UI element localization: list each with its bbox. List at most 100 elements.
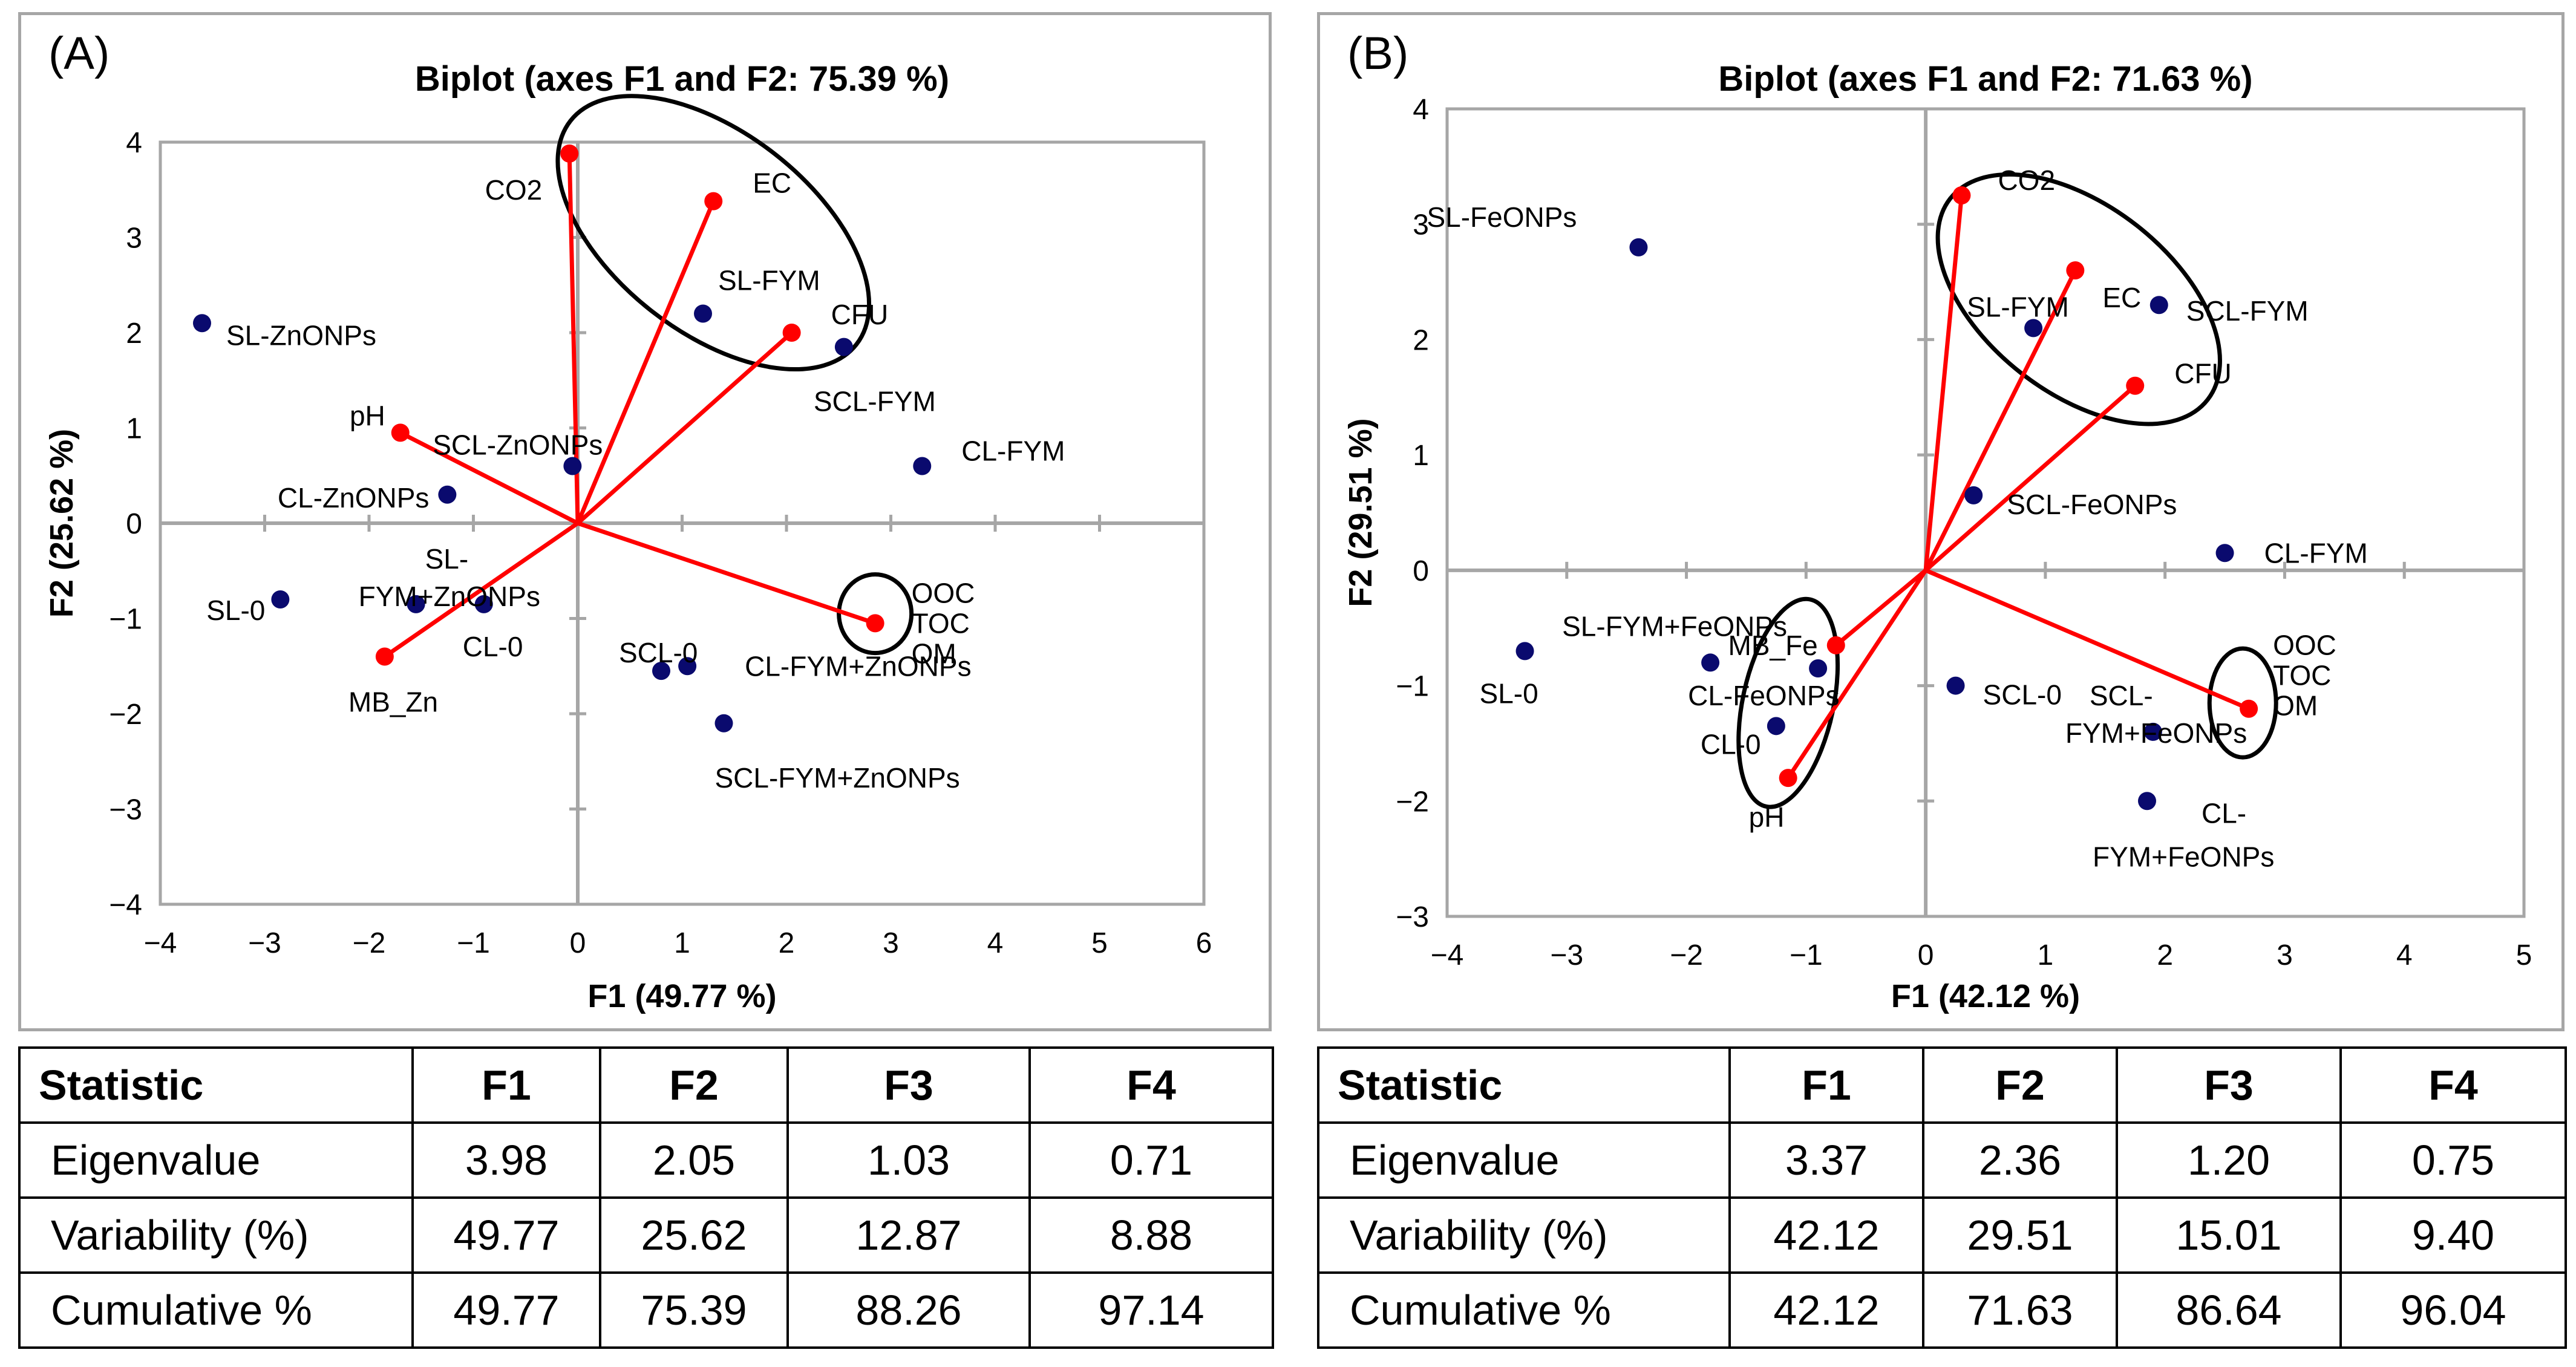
observation-label: CL-FYM — [2264, 537, 2368, 569]
variable-label: MB_Fe — [1728, 630, 1818, 661]
observation-label: SCL-ZnONPs — [433, 429, 603, 461]
stats-cell: 2.05 — [599, 1121, 789, 1199]
variable-vector — [1786, 569, 1928, 780]
observation-label: SCL-FYM — [2186, 295, 2309, 327]
stats-cell: Cumulative % — [18, 1271, 414, 1349]
stats-cell: 8.88 — [1028, 1196, 1274, 1274]
observation-point — [1701, 653, 1720, 672]
variable-label: CFU — [2174, 358, 2232, 390]
stats-cell: 15.01 — [2116, 1196, 2342, 1274]
cluster-ellipse-co2-ec — [555, 94, 872, 371]
observation-point — [2215, 544, 2234, 563]
observation-label: CL-0 — [1701, 728, 1761, 760]
biplot-a: Biplot (axes F1 and F2: 75.39 %) −4 −3 −2 −1… — [44, 59, 1212, 1014]
observation-label: SCL- FYM+FeONPs — [2065, 680, 2247, 749]
stats-cell: 29.51 — [1922, 1196, 2118, 1274]
variable-vector — [1834, 569, 1927, 647]
variable-point — [1826, 636, 1845, 654]
chart-title: Biplot (axes F1 and F2: 75.39 %) — [415, 59, 949, 99]
observation-point — [438, 485, 457, 504]
stats-cell: 0.75 — [2339, 1121, 2567, 1199]
variable-vector — [1924, 568, 2250, 711]
variable-vector — [399, 431, 579, 526]
y-tick-label: 3 — [1413, 209, 1429, 241]
observation-label: CL- FYM+FeONPs — [2093, 797, 2274, 872]
x-tick-label: −2 — [1670, 939, 1703, 971]
chart-title: Biplot (axes F1 and F2: 71.63 %) — [1718, 59, 2252, 99]
observation-point — [714, 714, 733, 732]
stats-header-row: Statistic F1 F2 F3 F4 — [1317, 1046, 2567, 1124]
x-tick-label: 3 — [2277, 939, 2293, 971]
stats-row: Variability (%) 42.12 29.51 15.01 9.40 — [1317, 1196, 2567, 1274]
stats-row: Variability (%) 49.77 25.62 12.87 8.88 — [18, 1196, 1274, 1274]
y-tick-label: −1 — [109, 604, 142, 636]
stats-row: Cumulative % 42.12 71.63 86.64 96.04 — [1317, 1271, 2567, 1349]
x-tick-label: −3 — [248, 927, 281, 959]
observation-point — [2149, 296, 2168, 315]
observation-label: SL-FYM — [718, 265, 820, 296]
stats-cell: 3.98 — [411, 1121, 601, 1199]
y-tick-label: −3 — [109, 794, 142, 826]
panel-label-a: (A) — [48, 28, 110, 79]
variable-vector — [383, 521, 579, 659]
stats-cell: 2.36 — [1922, 1121, 2118, 1199]
observation-label: CL-FeONPs — [1688, 680, 1839, 711]
y-tick-label: 2 — [126, 318, 142, 350]
variable-label: pH — [1749, 801, 1785, 833]
observation-point — [1809, 659, 1828, 677]
stats-cell: 86.64 — [2116, 1271, 2342, 1349]
cluster-ellipse-ooc — [2207, 646, 2278, 760]
y-tick-label: −3 — [1396, 901, 1429, 933]
observation-label: SL-FYM+FeONPs — [1562, 610, 1787, 642]
observation-point — [1515, 642, 1534, 661]
panel-label-b: (B) — [1347, 28, 1409, 79]
observation-point — [1964, 486, 1983, 504]
observation-label: CL-0 — [463, 631, 523, 662]
observation-point — [474, 595, 493, 613]
stats-cell: 3.37 — [1728, 1121, 1924, 1199]
variable-point — [704, 192, 723, 210]
x-tick-label: 5 — [2516, 939, 2532, 971]
variable-point — [2066, 261, 2085, 279]
observation-label: SL-0 — [1480, 677, 1538, 709]
stats-header: F3 — [2116, 1046, 2342, 1124]
stats-header: F1 — [1728, 1046, 1924, 1124]
x-tick-label: 2 — [779, 927, 795, 959]
stats-header: F4 — [1028, 1046, 1274, 1124]
variable-label: OOC TOC OM — [2273, 630, 2336, 722]
observation-label: CL-ZnONPs — [278, 482, 429, 514]
observation-point — [407, 595, 425, 613]
observation-label: SCL-FYM+ZnONPs — [715, 762, 960, 794]
stats-cell: 71.63 — [1922, 1271, 2118, 1349]
variable-vector — [1923, 269, 2077, 572]
observation-label: SL-0 — [206, 595, 265, 626]
variable-label: EC — [753, 168, 791, 199]
stats-row: Eigenvalue 3.98 2.05 1.03 0.71 — [18, 1121, 1274, 1199]
label-line: SCL- — [2090, 680, 2153, 711]
stats-header-row: Statistic F1 F2 F3 F4 — [18, 1046, 1274, 1124]
variable-vector — [1924, 384, 2137, 572]
x-tick-label: −2 — [353, 927, 386, 959]
x-tick-label: −1 — [1790, 939, 1823, 971]
label-line: SL- — [425, 543, 469, 575]
stats-header: F1 — [411, 1046, 601, 1124]
y-tick-label: 1 — [1413, 440, 1429, 472]
biplot-b: Biplot (axes F1 and F2: 71.63 %)−4 −3 −2 −1… — [1342, 59, 2532, 1014]
x-tick-label: 3 — [883, 927, 899, 959]
label-line: CL- — [2202, 797, 2246, 829]
observation-point — [2143, 722, 2162, 741]
observation-point — [652, 662, 670, 680]
stats-cell: 49.77 — [411, 1196, 601, 1274]
x-tick-label: 4 — [987, 927, 1004, 959]
observation-point — [834, 338, 853, 356]
y-axis-label: F2 (29.51 %) — [1342, 418, 1379, 607]
variable-label: MB_Zn — [348, 687, 438, 718]
stats-cell: Variability (%) — [1317, 1196, 1731, 1274]
variable-point — [2240, 699, 2258, 718]
y-tick-label: 3 — [126, 223, 142, 255]
label-line: FYM+ZnONPs — [359, 581, 540, 612]
stats-header: F4 — [2339, 1046, 2567, 1124]
cluster-ellipse-ooc — [837, 572, 914, 656]
observation-point — [694, 304, 712, 323]
variable-point — [391, 423, 410, 442]
